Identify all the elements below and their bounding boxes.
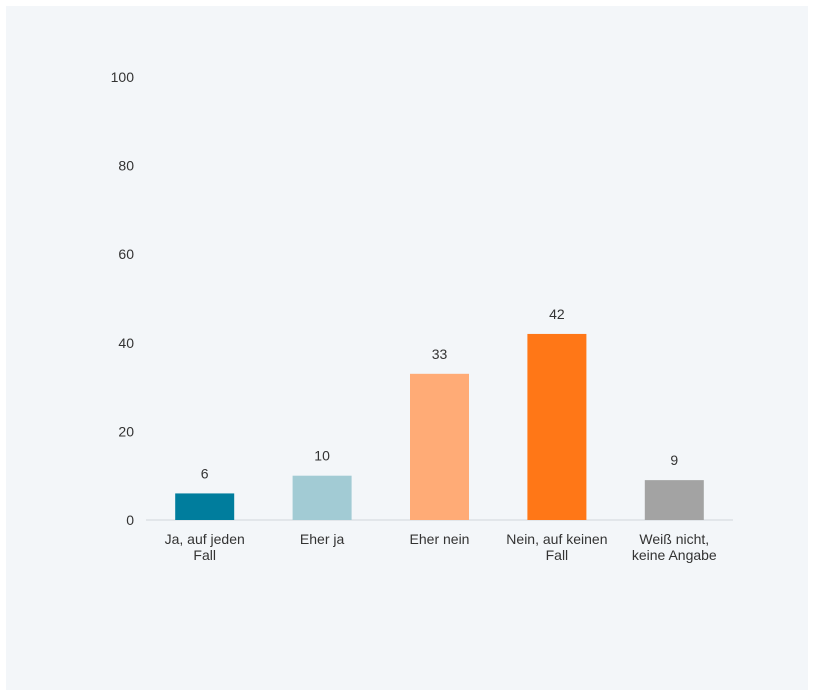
data-label: 9	[670, 452, 678, 468]
bar	[175, 493, 235, 520]
x-tick-label-line: Ja, auf jeden	[165, 531, 245, 547]
x-tick-label-line: Fall	[193, 547, 216, 563]
chart-panel: 0 20 40 60 80 100 6 Ja, auf jeden Fall 10 Eher ja 3…	[6, 6, 808, 690]
data-label: 33	[432, 346, 448, 362]
x-tick-label-line: keine Angabe	[632, 547, 717, 563]
x-tick-label-line: Eher ja	[300, 531, 345, 547]
data-label: 6	[201, 465, 209, 481]
x-tick-label: Eher nein	[410, 531, 470, 547]
x-tick-label-line: Nein, auf keinen	[506, 531, 607, 547]
bar	[644, 480, 704, 520]
bar	[527, 333, 587, 520]
x-tick-label-line: Eher nein	[410, 531, 470, 547]
x-tick-label-line: Fall	[546, 547, 569, 563]
x-tick-label-line: Weiß nicht,	[639, 531, 709, 547]
y-tick-label: 60	[118, 246, 134, 262]
x-tick-label: Ja, auf jeden Fall	[165, 531, 245, 563]
data-label: 10	[314, 448, 330, 464]
y-tick-label: 40	[118, 335, 134, 351]
y-tick-label: 80	[118, 158, 134, 174]
x-tick-label: Eher ja	[300, 531, 345, 547]
y-tick-label: 0	[126, 512, 134, 528]
data-label: 42	[549, 306, 565, 322]
x-tick-label: Weiß nicht, keine Angabe	[632, 531, 717, 563]
bar	[292, 475, 352, 520]
y-tick-label: 20	[118, 423, 134, 439]
x-tick-label: Nein, auf keinen Fall	[506, 531, 607, 563]
bar	[410, 373, 469, 520]
y-tick-label: 100	[111, 69, 135, 85]
